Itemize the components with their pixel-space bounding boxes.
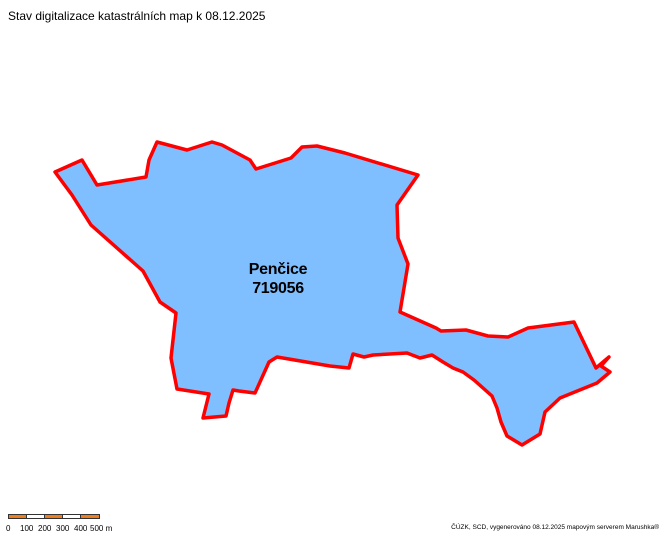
scale-label: 0 <box>6 524 11 533</box>
scale-label: 200 <box>38 524 52 533</box>
parcel-label: Penčice 719056 <box>228 260 328 298</box>
scale-label: 100 <box>20 524 34 533</box>
scale-segment <box>44 514 64 519</box>
parcel-area-pencice[interactable] <box>53 140 612 447</box>
scale-segment <box>62 514 82 519</box>
scale-segment <box>8 514 28 519</box>
scale-segment <box>26 514 46 519</box>
parcel-code: 719056 <box>252 280 304 297</box>
scale-label: 400 <box>74 524 88 533</box>
footer-credits: ČÚZK, SCD, vygenerováno 08.12.2025 mapov… <box>451 524 659 531</box>
scale-label: 500 m <box>90 524 113 533</box>
parcel-name: Penčice <box>248 261 308 278</box>
scale-segment <box>80 514 100 519</box>
map-title: Stav digitalizace katastrálních map k 08… <box>8 9 266 23</box>
scale-label: 300 <box>56 524 70 533</box>
